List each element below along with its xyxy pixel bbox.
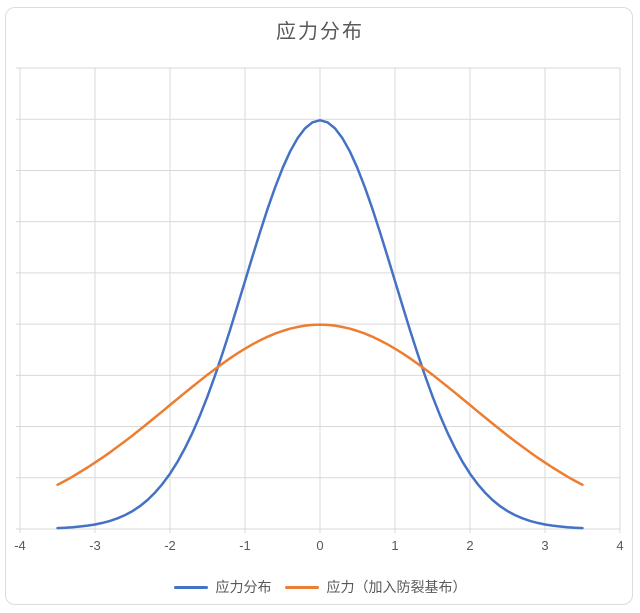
legend-label-series1: 应力分布 xyxy=(215,579,272,595)
x-axis-label: -2 xyxy=(164,538,176,553)
legend: 应力分布 应力（加入防裂基布） xyxy=(0,577,640,597)
x-axis-label: 3 xyxy=(541,538,548,553)
x-axis-label: 1 xyxy=(391,538,398,553)
series-line-1 xyxy=(56,119,584,530)
x-axis-label: -1 xyxy=(239,538,251,553)
legend-item-series2: 应力（加入防裂基布） xyxy=(284,577,467,597)
chart-card-frame xyxy=(5,7,633,605)
series2-line-swatch-icon xyxy=(284,585,319,589)
plot-border xyxy=(19,67,621,530)
x-axis-label: 0 xyxy=(316,538,323,553)
series1-line-swatch-icon xyxy=(173,585,208,589)
x-axis-label: -3 xyxy=(89,538,101,553)
legend-label-series2: 应力（加入防裂基布） xyxy=(326,579,467,595)
x-axis-label: -4 xyxy=(14,538,26,553)
series-line-2 xyxy=(56,323,584,487)
chart-title: 应力分布 xyxy=(276,21,364,43)
legend-item-series1: 应力分布 xyxy=(173,577,272,597)
x-axis-label: 4 xyxy=(616,538,623,553)
x-axis-label: 2 xyxy=(466,538,473,553)
